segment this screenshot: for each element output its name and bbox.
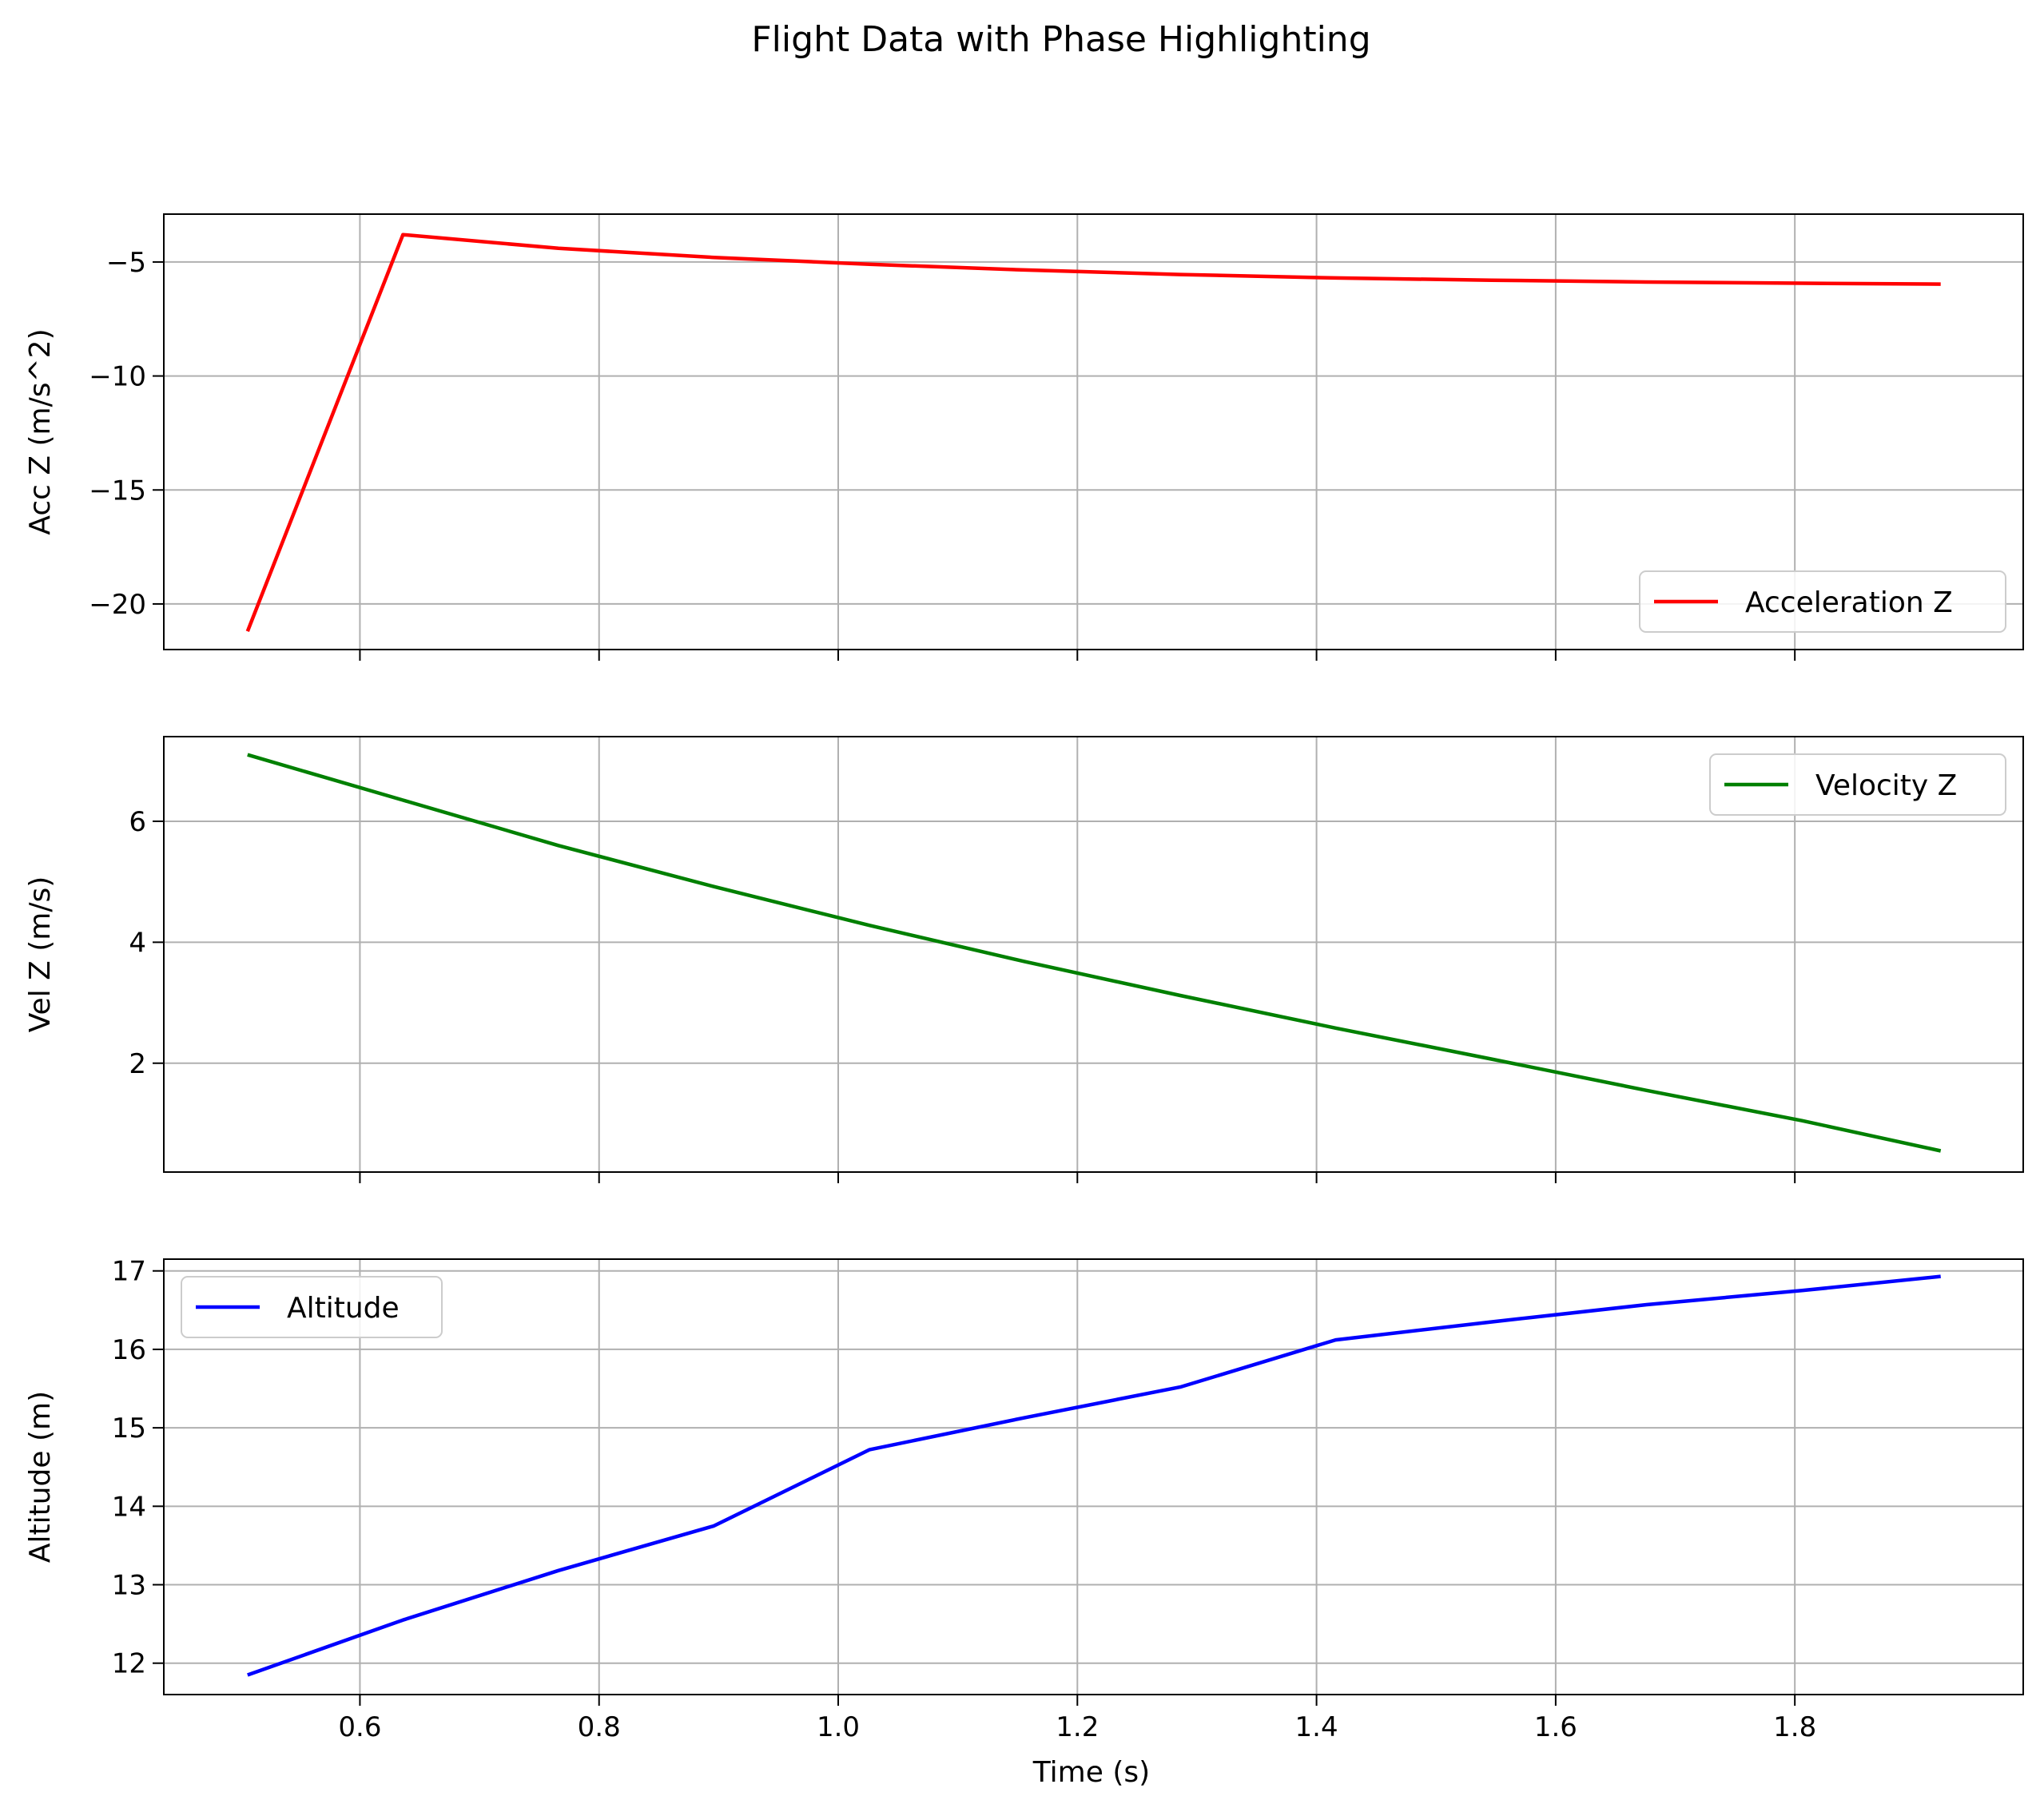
x-tick-label: 0.8 <box>578 1711 621 1743</box>
y-axis-label: Altitude (m) <box>24 1391 57 1563</box>
y-tick-label: −20 <box>89 589 146 621</box>
y-tick-label: −10 <box>89 361 146 393</box>
legend: Velocity Z <box>1709 753 2006 816</box>
y-axis-label: Vel Z (m/s) <box>24 876 57 1033</box>
legend: Acceleration Z <box>1639 570 2006 633</box>
y-axis-label: Acc Z (m/s^2) <box>24 328 57 534</box>
series-line-velocity-z <box>247 753 1942 1153</box>
axes-frame <box>163 1258 2024 1695</box>
x-tick-label: 1.4 <box>1295 1711 1338 1743</box>
y-tick-label: 15 <box>112 1413 146 1444</box>
x-tick-label: 1.0 <box>817 1711 860 1743</box>
legend-box <box>1709 753 2006 816</box>
series-line-acceleration-z <box>245 232 1941 633</box>
series-line-altitude <box>247 1274 1941 1677</box>
legend-box <box>1639 570 2006 633</box>
x-tick-label: 1.6 <box>1534 1711 1577 1743</box>
y-tick-label: 4 <box>129 927 146 959</box>
axes-frame <box>163 736 2024 1173</box>
subplot-panels: −20 −15 −10 −5 Acc Z (m/s^2) Acceleration Z 2 4… <box>24 213 2024 1743</box>
figure-title: Flight Data with Phase Highlighting <box>751 19 1370 60</box>
subplot-1: −20 −15 −10 −5 Acc Z (m/s^2) Acceleration Z <box>24 213 2024 661</box>
subplot-3: 0.6 0.8 1.0 1.2 1.4 1.6 1.8 12 13 14 15 16 17 Altitud… <box>24 1256 2024 1743</box>
x-tick-label: 1.8 <box>1773 1711 1816 1743</box>
y-tick-label: 16 <box>112 1334 146 1366</box>
legend-label: Velocity Z <box>1815 769 1957 802</box>
legend-label: Acceleration Z <box>1745 586 1953 619</box>
y-tick-label: 6 <box>129 806 146 838</box>
y-tick-label: 14 <box>112 1491 146 1523</box>
legend-box <box>181 1276 443 1338</box>
y-tick-label: 2 <box>129 1048 146 1080</box>
y-tick-label: 17 <box>112 1256 146 1288</box>
x-tick-label: 1.2 <box>1056 1711 1099 1743</box>
legend: Altitude <box>181 1276 443 1338</box>
y-tick-label: −15 <box>89 475 146 507</box>
legend-label: Altitude <box>287 1292 400 1325</box>
y-tick-label: −5 <box>106 247 146 279</box>
subplot-2: 2 4 6 Vel Z (m/s) Velocity Z <box>24 736 2024 1183</box>
y-tick-label: 12 <box>112 1648 146 1680</box>
y-tick-label: 13 <box>112 1570 146 1602</box>
x-axis-label: Time (s) <box>1032 1756 1150 1789</box>
axes-frame <box>163 213 2024 650</box>
x-tick-label: 0.6 <box>338 1711 381 1743</box>
